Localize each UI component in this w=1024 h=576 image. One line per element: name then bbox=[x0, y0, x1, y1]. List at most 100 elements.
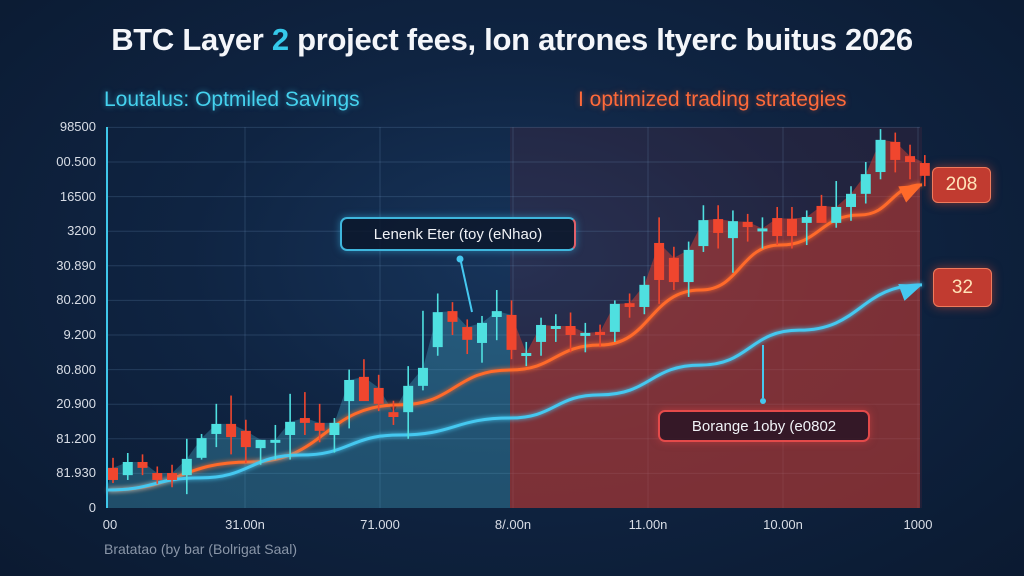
candle-down bbox=[713, 205, 724, 249]
trend-lines bbox=[107, 183, 923, 492]
x-tick-label: 71.000 bbox=[360, 517, 400, 532]
candle-body bbox=[919, 163, 930, 176]
candle-body bbox=[137, 461, 148, 468]
candle-down bbox=[108, 457, 118, 484]
candle-body bbox=[550, 326, 561, 330]
candle-body bbox=[536, 324, 547, 342]
candle-down bbox=[152, 466, 163, 484]
candle-up bbox=[860, 162, 871, 204]
candle-body bbox=[875, 139, 886, 173]
chart-title: BTC Layer 2 project fees, lon atrones lt… bbox=[0, 22, 1024, 58]
title-text-rest: project fees, lon atrones ltyerc buitus … bbox=[288, 22, 913, 57]
candle-body bbox=[757, 228, 768, 232]
annotation-box-top: Lenenk Eter (toy (eNhao) bbox=[340, 217, 576, 251]
orange-line-value-badge: 208 bbox=[932, 167, 991, 203]
candle-body bbox=[181, 458, 192, 476]
y-tick-label: 81.930 bbox=[56, 465, 96, 481]
candle-body bbox=[388, 412, 399, 418]
candle-down bbox=[816, 194, 827, 223]
y-tick-label: 98500 bbox=[59, 119, 96, 135]
candle-body bbox=[506, 314, 517, 350]
candle-down bbox=[624, 293, 635, 318]
candle-body bbox=[698, 220, 709, 247]
candle-down bbox=[137, 454, 148, 476]
candle-body bbox=[565, 326, 576, 335]
x-tick-label: 1000 bbox=[903, 517, 933, 532]
candle-body bbox=[727, 221, 738, 239]
candle-up bbox=[196, 433, 207, 460]
x-tick-label: 8/.00n bbox=[494, 517, 532, 532]
candle-body bbox=[167, 473, 178, 480]
candle-body bbox=[211, 423, 222, 434]
x-tick-label: 00 bbox=[102, 517, 118, 532]
candle-up bbox=[757, 217, 768, 249]
candle-body bbox=[624, 303, 635, 307]
candle-body bbox=[639, 284, 650, 307]
candle-body bbox=[122, 461, 133, 476]
title-text: BTC Layer bbox=[111, 22, 272, 57]
candle-up bbox=[698, 205, 709, 252]
y-tick-label: 20.900 bbox=[56, 396, 96, 412]
candle-body bbox=[196, 438, 207, 458]
candle-up bbox=[491, 290, 502, 341]
candle-body bbox=[580, 332, 591, 336]
x-tick-label: 10.00n bbox=[763, 517, 803, 532]
annotation-dot-2 bbox=[760, 398, 766, 404]
candle-down bbox=[668, 246, 679, 291]
candle-body bbox=[403, 385, 414, 413]
candle-up bbox=[403, 366, 414, 439]
y-tick-label: 0 bbox=[88, 500, 96, 515]
y-tick-label: 80.200 bbox=[56, 292, 96, 308]
candle-body bbox=[846, 193, 856, 207]
blue-line-value-badge: 32 bbox=[933, 268, 992, 307]
candle-down bbox=[373, 374, 384, 412]
subtitle-right: I optimized trading strategies bbox=[578, 88, 847, 111]
annotation-box-bottom: Borange 1oby (e0802 bbox=[658, 410, 870, 442]
candle-body bbox=[772, 218, 783, 237]
candle-body bbox=[609, 303, 620, 332]
candle-up bbox=[329, 418, 340, 453]
candle-down bbox=[506, 300, 517, 360]
candle-body bbox=[491, 311, 502, 318]
candle-down bbox=[388, 400, 399, 425]
candle-body bbox=[447, 311, 458, 322]
candle-up bbox=[344, 369, 355, 429]
y-tick-label: 00.500 bbox=[56, 154, 96, 169]
candle-body bbox=[831, 206, 842, 223]
candle-up bbox=[801, 210, 812, 246]
candle-body bbox=[373, 387, 384, 404]
candle-body bbox=[270, 439, 281, 443]
candle-down bbox=[226, 395, 237, 455]
candle-body bbox=[417, 367, 428, 386]
candle-body bbox=[314, 422, 325, 431]
orange-trend-line bbox=[107, 183, 923, 492]
candle-body bbox=[786, 218, 797, 237]
candle-down bbox=[447, 302, 458, 335]
candle-body bbox=[358, 376, 369, 402]
y-tick-label: 16500 bbox=[59, 188, 96, 204]
candle-up bbox=[521, 341, 532, 367]
candle-body bbox=[905, 156, 916, 162]
candle-up bbox=[727, 210, 738, 273]
candle-down bbox=[240, 419, 251, 464]
candle-down bbox=[654, 217, 665, 304]
y-tick-label: 30.890 bbox=[56, 257, 96, 273]
candle-body bbox=[462, 327, 473, 340]
candle-down bbox=[742, 213, 753, 242]
candle-up bbox=[846, 186, 856, 221]
candle-body bbox=[890, 141, 901, 160]
candle-down bbox=[358, 359, 369, 402]
candle-down bbox=[772, 206, 783, 246]
candle-down bbox=[462, 319, 473, 355]
blue-arrowhead-icon bbox=[898, 284, 922, 301]
candle-down bbox=[905, 144, 916, 180]
annotation-pointer-1 bbox=[460, 261, 473, 313]
candle-body bbox=[477, 322, 487, 343]
candle-body bbox=[240, 430, 251, 448]
candle-up bbox=[270, 424, 281, 460]
candle-body bbox=[329, 422, 340, 435]
orange-arrowhead-icon bbox=[898, 184, 922, 203]
blue-trend-line bbox=[107, 283, 923, 492]
candle-up bbox=[285, 393, 296, 460]
candle-body bbox=[595, 331, 606, 335]
